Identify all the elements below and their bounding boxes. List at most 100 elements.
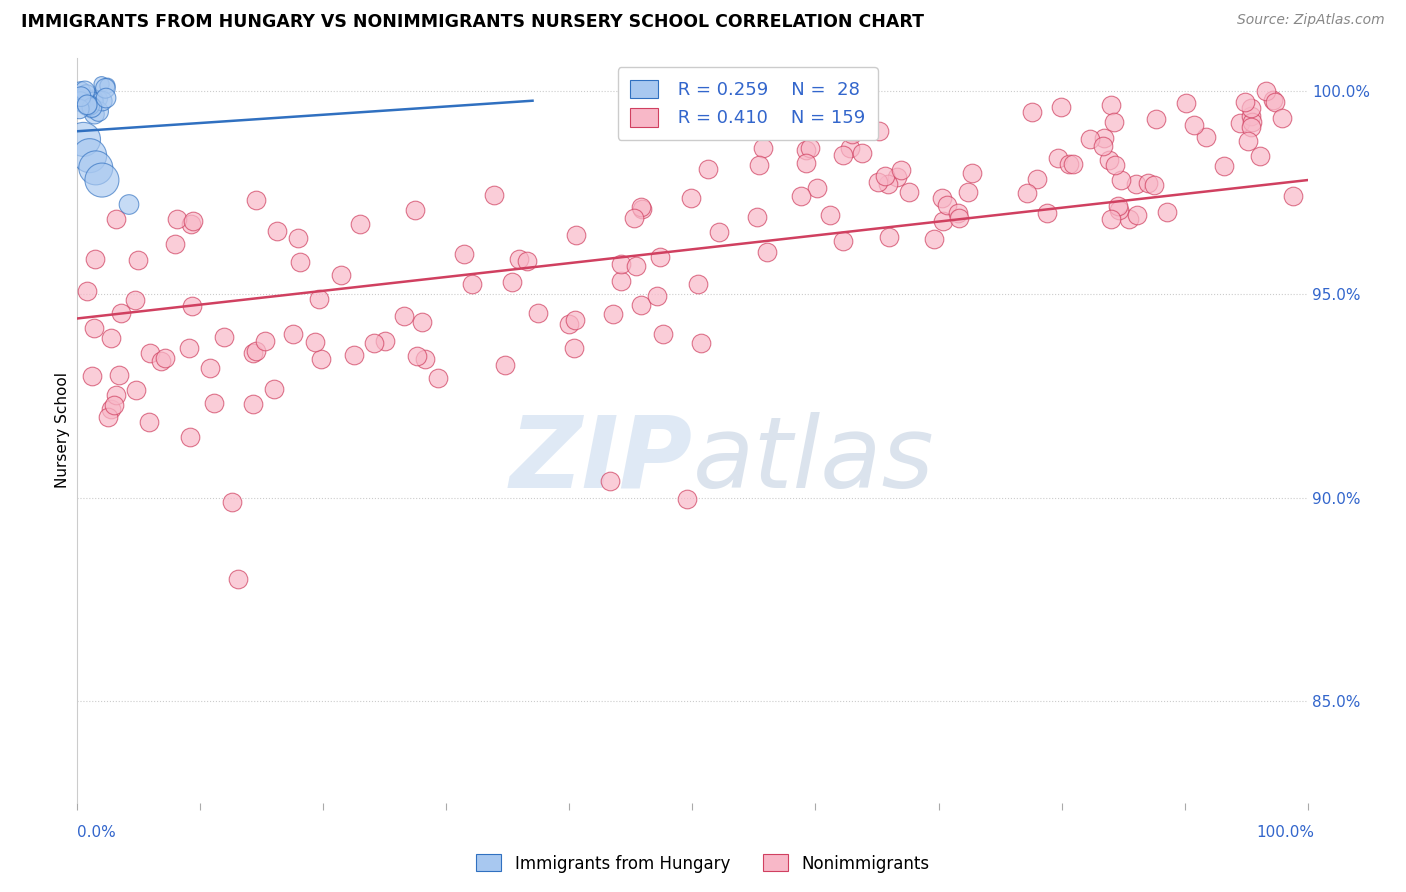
Point bbox=[1234, 95, 1257, 109]
Point bbox=[1143, 178, 1166, 192]
Point bbox=[1099, 212, 1122, 227]
Point bbox=[794, 156, 817, 170]
Point bbox=[948, 211, 970, 226]
Point bbox=[652, 327, 675, 342]
Point bbox=[80, 369, 103, 384]
Point bbox=[690, 335, 713, 350]
Text: 0.0%: 0.0% bbox=[77, 825, 117, 840]
Point bbox=[245, 193, 267, 207]
Point bbox=[832, 148, 855, 162]
Point bbox=[1240, 120, 1263, 135]
Point bbox=[330, 268, 353, 282]
Point bbox=[221, 495, 243, 509]
Point bbox=[1281, 189, 1303, 203]
Point bbox=[648, 250, 671, 264]
Point bbox=[180, 217, 202, 231]
Point bbox=[70, 89, 93, 103]
Point bbox=[263, 382, 285, 396]
Point bbox=[875, 169, 897, 183]
Point bbox=[602, 307, 624, 321]
Point bbox=[1213, 159, 1236, 173]
Point bbox=[957, 185, 980, 199]
Point bbox=[626, 260, 648, 274]
Point bbox=[806, 180, 828, 194]
Point bbox=[108, 368, 131, 383]
Point bbox=[1126, 208, 1149, 222]
Point bbox=[631, 202, 654, 216]
Point bbox=[610, 257, 633, 271]
Point bbox=[1271, 112, 1294, 126]
Point bbox=[630, 297, 652, 311]
Point bbox=[79, 98, 101, 112]
Point bbox=[1050, 100, 1073, 114]
Point bbox=[1174, 95, 1197, 110]
Point bbox=[1144, 112, 1167, 126]
Point bbox=[1254, 84, 1277, 98]
Point bbox=[1264, 95, 1286, 109]
Point bbox=[84, 161, 107, 175]
Legend:  R = 0.259    N =  28,  R = 0.410    N = 159: R = 0.259 N = 28, R = 0.410 N = 159 bbox=[617, 67, 877, 140]
Point bbox=[83, 107, 105, 121]
Point bbox=[818, 209, 841, 223]
Point bbox=[80, 103, 103, 118]
Point bbox=[1111, 173, 1133, 187]
Point bbox=[281, 327, 304, 342]
Point bbox=[679, 191, 702, 205]
Point bbox=[564, 313, 586, 327]
Point bbox=[946, 206, 969, 220]
Point bbox=[179, 430, 201, 444]
Point bbox=[166, 212, 188, 227]
Point bbox=[709, 225, 731, 239]
Point bbox=[104, 388, 127, 402]
Point bbox=[1078, 132, 1101, 146]
Point bbox=[1036, 205, 1059, 219]
Point bbox=[868, 176, 890, 190]
Point bbox=[789, 189, 811, 203]
Point bbox=[82, 95, 104, 109]
Point bbox=[79, 149, 101, 163]
Point bbox=[103, 398, 125, 412]
Point bbox=[394, 309, 416, 323]
Y-axis label: Nursery School: Nursery School bbox=[55, 372, 70, 489]
Point bbox=[1118, 211, 1140, 226]
Point bbox=[405, 349, 427, 363]
Point bbox=[96, 78, 118, 93]
Point bbox=[1239, 101, 1261, 115]
Point bbox=[226, 572, 249, 586]
Point bbox=[1241, 114, 1264, 128]
Point bbox=[76, 97, 98, 112]
Point bbox=[623, 211, 645, 226]
Point bbox=[960, 166, 983, 180]
Point bbox=[76, 284, 98, 298]
Point bbox=[124, 293, 146, 308]
Point bbox=[1182, 118, 1205, 132]
Point bbox=[1021, 105, 1043, 120]
Point bbox=[404, 202, 426, 217]
Legend: Immigrants from Hungary, Nonimmigrants: Immigrants from Hungary, Nonimmigrants bbox=[470, 847, 936, 880]
Point bbox=[118, 197, 141, 211]
Point bbox=[1098, 153, 1121, 168]
Point bbox=[288, 255, 311, 269]
Point bbox=[427, 371, 450, 385]
Point bbox=[647, 289, 669, 303]
Point bbox=[202, 396, 225, 410]
Text: Source: ZipAtlas.com: Source: ZipAtlas.com bbox=[1237, 13, 1385, 28]
Point bbox=[1107, 199, 1129, 213]
Point bbox=[508, 252, 530, 266]
Point bbox=[242, 345, 264, 359]
Text: IMMIGRANTS FROM HUNGARY VS NONIMMIGRANTS NURSERY SCHOOL CORRELATION CHART: IMMIGRANTS FROM HUNGARY VS NONIMMIGRANTS… bbox=[21, 13, 924, 31]
Point bbox=[149, 354, 172, 368]
Point bbox=[181, 214, 204, 228]
Point bbox=[1240, 109, 1263, 123]
Point bbox=[841, 127, 863, 141]
Point bbox=[374, 334, 396, 349]
Point bbox=[557, 318, 579, 332]
Point bbox=[1249, 149, 1271, 163]
Point bbox=[890, 163, 912, 178]
Point bbox=[82, 93, 104, 107]
Point bbox=[527, 306, 550, 320]
Point bbox=[1092, 138, 1115, 153]
Point bbox=[630, 200, 652, 214]
Point bbox=[748, 158, 770, 172]
Point bbox=[1229, 116, 1251, 130]
